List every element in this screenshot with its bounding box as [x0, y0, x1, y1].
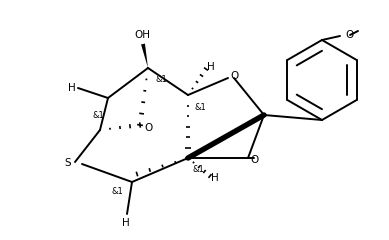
Text: O: O: [231, 71, 239, 81]
Text: H: H: [207, 62, 215, 72]
Text: &1: &1: [194, 103, 206, 113]
Text: O: O: [345, 30, 353, 40]
Text: H: H: [122, 218, 130, 228]
Text: O: O: [251, 155, 259, 165]
Text: H: H: [68, 83, 76, 93]
Text: H: H: [211, 173, 219, 183]
Text: O: O: [145, 123, 153, 133]
Text: &1: &1: [92, 112, 104, 120]
Text: &1: &1: [111, 187, 123, 197]
Text: S: S: [65, 158, 71, 168]
Text: &1: &1: [155, 74, 167, 84]
Text: OH: OH: [134, 30, 150, 40]
Polygon shape: [141, 44, 148, 68]
Text: &1: &1: [192, 166, 204, 174]
